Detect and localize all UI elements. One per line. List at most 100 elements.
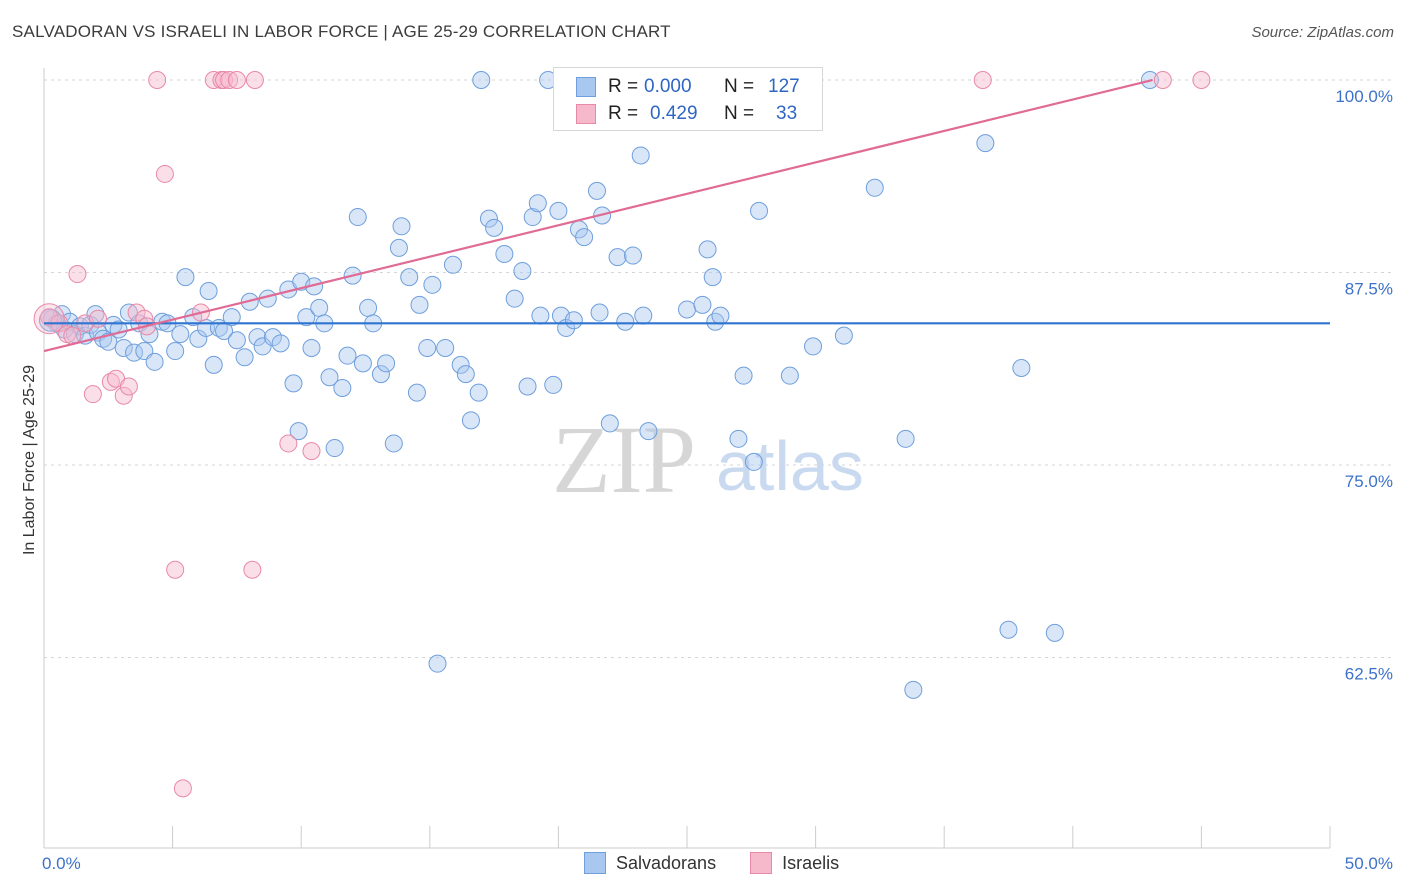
- salvadoran-point: [302, 338, 321, 357]
- watermark-zip: ZIP: [552, 406, 696, 513]
- israeli-point: [220, 71, 239, 89]
- y-tick-label: 75.0%: [1345, 472, 1393, 491]
- salvadoran-point: [289, 422, 308, 441]
- salvadoran-point: [896, 429, 915, 448]
- salvadoran-point: [631, 146, 650, 165]
- salvadoran-point: [678, 300, 696, 319]
- tick-labels: 100.0% 87.5% 75.0% 62.5% 0.0% 50.0%: [42, 87, 1393, 873]
- r-label: R =: [608, 103, 639, 124]
- salvadoran-point: [353, 354, 372, 373]
- israeli-point: [302, 442, 321, 461]
- n-label: N =: [724, 76, 755, 97]
- legend-row-israelis: R = 0.429 N = 33: [576, 101, 797, 127]
- salvadoran-point: [485, 218, 504, 237]
- salvadoran-point: [531, 306, 550, 325]
- salvadoran-point: [428, 654, 447, 673]
- series-legend: Salvadorans Israelis: [584, 852, 873, 874]
- salvadoran-point: [423, 275, 442, 294]
- salvadoran-point: [600, 414, 619, 433]
- legend-label-israelis: Israelis: [782, 852, 840, 873]
- israeli-point: [33, 303, 65, 335]
- y-tick-label: 100.0%: [1335, 87, 1393, 106]
- salvadoran-point: [904, 680, 923, 699]
- r-value: 0.429: [650, 103, 698, 124]
- salvadoran-point: [495, 245, 514, 264]
- legend-row-salvadorans: R = 0.000 N = 127: [576, 74, 800, 100]
- israeli-point: [155, 164, 174, 183]
- watermark-atlas: atlas: [716, 427, 864, 505]
- salvadoran-point: [461, 411, 480, 430]
- r-label: R =: [608, 76, 639, 97]
- y-tick-label: 87.5%: [1345, 280, 1393, 299]
- salvadoran-point: [564, 311, 583, 330]
- legend-item-israelis[interactable]: Israelis: [750, 852, 839, 874]
- salvadoran-point: [693, 295, 712, 314]
- salvadoran-point: [338, 346, 357, 365]
- salvadoran-point: [348, 208, 367, 227]
- salvadoran-point: [310, 298, 329, 317]
- salvadoran-point: [744, 452, 763, 471]
- salvadoran-point: [623, 246, 642, 265]
- salvadoran-point: [222, 308, 241, 327]
- salvadoran-point: [166, 342, 185, 361]
- salvadoran-point: [479, 209, 498, 228]
- watermark: ZIP atlas: [552, 406, 864, 513]
- salvadoran-point: [176, 268, 195, 287]
- salvadoran-point: [171, 325, 190, 344]
- salvadoran-point: [297, 308, 316, 327]
- israeli-point: [215, 71, 234, 89]
- salvadoran-point: [469, 383, 488, 402]
- salvadoran-point: [284, 374, 303, 393]
- salvadoran-point: [204, 355, 223, 374]
- salvadoran-point: [389, 238, 408, 257]
- salvadoran-point: [199, 281, 218, 300]
- israeli-point: [204, 71, 223, 89]
- israeli-point: [243, 560, 262, 579]
- salvadoran-point: [575, 228, 594, 247]
- salvadoran-point: [528, 194, 547, 213]
- israeli-point: [114, 386, 133, 405]
- salvadoran-point: [590, 303, 609, 322]
- salvadoran-point: [443, 255, 462, 274]
- salvadoran-point: [544, 375, 563, 394]
- salvadoran-point: [271, 334, 290, 353]
- salvadoran-point: [734, 366, 753, 385]
- salvadoran-point: [703, 268, 722, 287]
- salvadoran-point: [359, 298, 378, 317]
- legend-swatch-israelis: [576, 104, 596, 124]
- salvadoran-point: [976, 134, 995, 153]
- salvadoran-point: [456, 365, 475, 384]
- israeli-point: [119, 377, 138, 396]
- legend-item-salvadorans[interactable]: Salvadorans: [584, 852, 716, 874]
- salvadoran-point: [99, 332, 118, 351]
- trend-line-israelis: [43, 78, 1153, 353]
- salvadoran-point: [145, 352, 164, 371]
- salvadoran-point: [472, 71, 491, 89]
- salvadoran-point: [518, 377, 537, 396]
- trend-lines: [43, 78, 1330, 353]
- israeli-point: [279, 434, 298, 453]
- salvadoran-point: [1012, 358, 1031, 377]
- israeli-point: [973, 71, 992, 89]
- israeli-point: [227, 71, 246, 89]
- salvadoran-point: [436, 338, 455, 357]
- salvadoran-point: [400, 268, 419, 287]
- salvadoran-point: [834, 326, 853, 345]
- salvadoran-point: [248, 328, 267, 347]
- salvadoran-point: [865, 178, 884, 197]
- salvadoran-point: [804, 337, 823, 356]
- n-value: 33: [776, 103, 798, 124]
- n-value: 127: [768, 76, 800, 97]
- salvadoran-point: [587, 181, 606, 200]
- salvadoran-point: [410, 295, 429, 314]
- salvadoran-point: [392, 217, 411, 236]
- legend-label-salvadorans: Salvadorans: [616, 852, 717, 873]
- salvadoran-point: [523, 208, 542, 227]
- n-label: N =: [724, 103, 755, 124]
- salvadoran-point: [729, 429, 748, 448]
- salvadoran-point: [750, 201, 769, 220]
- salvadoran-point: [616, 312, 635, 331]
- israeli-point: [1192, 71, 1211, 89]
- salvadoran-point: [780, 366, 799, 385]
